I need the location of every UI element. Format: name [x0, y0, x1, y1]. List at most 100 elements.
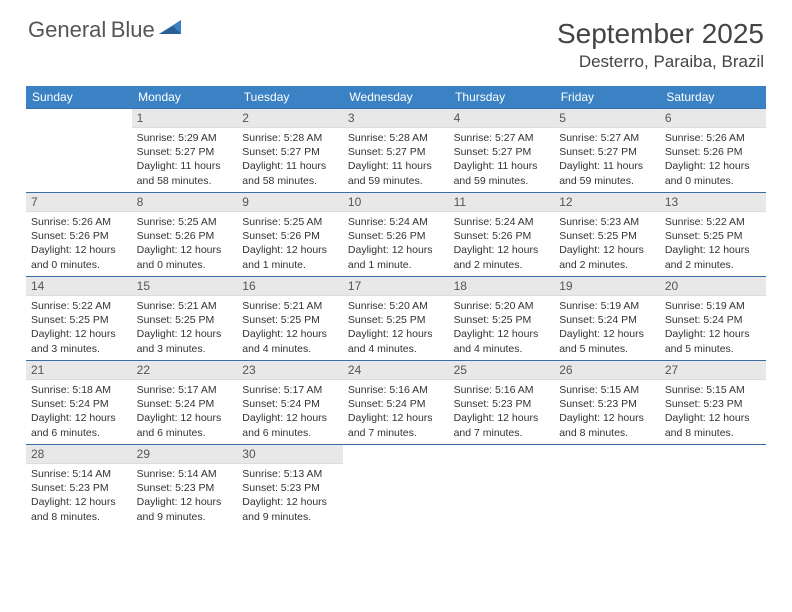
day-details: Sunrise: 5:22 AMSunset: 5:25 PMDaylight:… [26, 296, 132, 360]
day-number: 22 [132, 361, 238, 380]
day-details: Sunrise: 5:14 AMSunset: 5:23 PMDaylight:… [26, 464, 132, 528]
day-details: Sunrise: 5:25 AMSunset: 5:26 PMDaylight:… [237, 212, 343, 276]
day-number: 20 [660, 277, 766, 296]
logo-text-blue: Blue [111, 17, 155, 42]
calendar-day-cell: 4Sunrise: 5:27 AMSunset: 5:27 PMDaylight… [449, 109, 555, 193]
day-number: 9 [237, 193, 343, 212]
calendar-day-cell: 27Sunrise: 5:15 AMSunset: 5:23 PMDayligh… [660, 361, 766, 445]
calendar-day-cell: 22Sunrise: 5:17 AMSunset: 5:24 PMDayligh… [132, 361, 238, 445]
title-block: September 2025 Desterro, Paraiba, Brazil [557, 18, 764, 72]
day-details: Sunrise: 5:15 AMSunset: 5:23 PMDaylight:… [554, 380, 660, 444]
day-details: Sunrise: 5:24 AMSunset: 5:26 PMDaylight:… [449, 212, 555, 276]
calendar-day-cell: 13Sunrise: 5:22 AMSunset: 5:25 PMDayligh… [660, 193, 766, 277]
day-header: Tuesday [237, 86, 343, 109]
day-number: 5 [554, 109, 660, 128]
calendar-day-cell: 12Sunrise: 5:23 AMSunset: 5:25 PMDayligh… [554, 193, 660, 277]
day-number: 17 [343, 277, 449, 296]
page-header: General Blue September 2025 Desterro, Pa… [0, 0, 792, 80]
calendar-day-cell: 19Sunrise: 5:19 AMSunset: 5:24 PMDayligh… [554, 277, 660, 361]
day-number: 7 [26, 193, 132, 212]
calendar-day-cell: 23Sunrise: 5:17 AMSunset: 5:24 PMDayligh… [237, 361, 343, 445]
calendar-day-cell: 17Sunrise: 5:20 AMSunset: 5:25 PMDayligh… [343, 277, 449, 361]
day-number: 12 [554, 193, 660, 212]
day-details: Sunrise: 5:19 AMSunset: 5:24 PMDaylight:… [660, 296, 766, 360]
day-details: Sunrise: 5:27 AMSunset: 5:27 PMDaylight:… [449, 128, 555, 192]
day-number: 18 [449, 277, 555, 296]
logo-text-general: General [28, 17, 106, 42]
calendar-day-cell: 7Sunrise: 5:26 AMSunset: 5:26 PMDaylight… [26, 193, 132, 277]
month-title: September 2025 [557, 18, 764, 50]
calendar-day-cell: 15Sunrise: 5:21 AMSunset: 5:25 PMDayligh… [132, 277, 238, 361]
day-header: Sunday [26, 86, 132, 109]
calendar-day-cell: 26Sunrise: 5:15 AMSunset: 5:23 PMDayligh… [554, 361, 660, 445]
day-number: 27 [660, 361, 766, 380]
day-details: Sunrise: 5:29 AMSunset: 5:27 PMDaylight:… [132, 128, 238, 192]
day-number: 1 [132, 109, 238, 128]
calendar-day-cell: 29Sunrise: 5:14 AMSunset: 5:23 PMDayligh… [132, 445, 238, 529]
calendar-day-cell: 9Sunrise: 5:25 AMSunset: 5:26 PMDaylight… [237, 193, 343, 277]
day-number: 3 [343, 109, 449, 128]
calendar-day-cell: 16Sunrise: 5:21 AMSunset: 5:25 PMDayligh… [237, 277, 343, 361]
calendar-day-cell [449, 445, 555, 529]
calendar-week-row: 1Sunrise: 5:29 AMSunset: 5:27 PMDaylight… [26, 109, 766, 193]
day-number: 8 [132, 193, 238, 212]
calendar-day-cell: 28Sunrise: 5:14 AMSunset: 5:23 PMDayligh… [26, 445, 132, 529]
day-number: 6 [660, 109, 766, 128]
day-number: 13 [660, 193, 766, 212]
calendar-day-cell: 10Sunrise: 5:24 AMSunset: 5:26 PMDayligh… [343, 193, 449, 277]
calendar-day-cell: 5Sunrise: 5:27 AMSunset: 5:27 PMDaylight… [554, 109, 660, 193]
calendar-day-cell: 6Sunrise: 5:26 AMSunset: 5:26 PMDaylight… [660, 109, 766, 193]
day-details: Sunrise: 5:24 AMSunset: 5:26 PMDaylight:… [343, 212, 449, 276]
day-details: Sunrise: 5:26 AMSunset: 5:26 PMDaylight:… [660, 128, 766, 192]
day-details: Sunrise: 5:28 AMSunset: 5:27 PMDaylight:… [343, 128, 449, 192]
day-header-row: SundayMondayTuesdayWednesdayThursdayFrid… [26, 86, 766, 109]
calendar-day-cell: 25Sunrise: 5:16 AMSunset: 5:23 PMDayligh… [449, 361, 555, 445]
day-details: Sunrise: 5:19 AMSunset: 5:24 PMDaylight:… [554, 296, 660, 360]
day-details: Sunrise: 5:22 AMSunset: 5:25 PMDaylight:… [660, 212, 766, 276]
day-details: Sunrise: 5:14 AMSunset: 5:23 PMDaylight:… [132, 464, 238, 528]
day-header: Saturday [660, 86, 766, 109]
logo-triangle-icon [159, 18, 185, 43]
day-number: 21 [26, 361, 132, 380]
day-details: Sunrise: 5:28 AMSunset: 5:27 PMDaylight:… [237, 128, 343, 192]
logo: General Blue [28, 18, 185, 43]
day-details: Sunrise: 5:27 AMSunset: 5:27 PMDaylight:… [554, 128, 660, 192]
calendar-week-row: 21Sunrise: 5:18 AMSunset: 5:24 PMDayligh… [26, 361, 766, 445]
day-number: 10 [343, 193, 449, 212]
calendar-table: SundayMondayTuesdayWednesdayThursdayFrid… [26, 86, 766, 529]
calendar-week-row: 28Sunrise: 5:14 AMSunset: 5:23 PMDayligh… [26, 445, 766, 529]
day-number: 4 [449, 109, 555, 128]
calendar-week-row: 7Sunrise: 5:26 AMSunset: 5:26 PMDaylight… [26, 193, 766, 277]
calendar-week-row: 14Sunrise: 5:22 AMSunset: 5:25 PMDayligh… [26, 277, 766, 361]
day-details: Sunrise: 5:21 AMSunset: 5:25 PMDaylight:… [132, 296, 238, 360]
calendar-day-cell [554, 445, 660, 529]
calendar-day-cell [660, 445, 766, 529]
day-number: 30 [237, 445, 343, 464]
day-header: Thursday [449, 86, 555, 109]
day-details: Sunrise: 5:15 AMSunset: 5:23 PMDaylight:… [660, 380, 766, 444]
day-header: Monday [132, 86, 238, 109]
calendar-day-cell: 30Sunrise: 5:13 AMSunset: 5:23 PMDayligh… [237, 445, 343, 529]
day-details: Sunrise: 5:13 AMSunset: 5:23 PMDaylight:… [237, 464, 343, 528]
calendar-day-cell: 1Sunrise: 5:29 AMSunset: 5:27 PMDaylight… [132, 109, 238, 193]
day-number: 19 [554, 277, 660, 296]
calendar-day-cell: 24Sunrise: 5:16 AMSunset: 5:24 PMDayligh… [343, 361, 449, 445]
calendar-day-cell: 8Sunrise: 5:25 AMSunset: 5:26 PMDaylight… [132, 193, 238, 277]
day-details: Sunrise: 5:17 AMSunset: 5:24 PMDaylight:… [132, 380, 238, 444]
calendar-day-cell: 2Sunrise: 5:28 AMSunset: 5:27 PMDaylight… [237, 109, 343, 193]
day-number: 26 [554, 361, 660, 380]
calendar-day-cell: 18Sunrise: 5:20 AMSunset: 5:25 PMDayligh… [449, 277, 555, 361]
day-details: Sunrise: 5:21 AMSunset: 5:25 PMDaylight:… [237, 296, 343, 360]
day-number: 2 [237, 109, 343, 128]
day-number: 24 [343, 361, 449, 380]
calendar-day-cell: 20Sunrise: 5:19 AMSunset: 5:24 PMDayligh… [660, 277, 766, 361]
calendar-day-cell [26, 109, 132, 193]
day-details: Sunrise: 5:25 AMSunset: 5:26 PMDaylight:… [132, 212, 238, 276]
day-number: 11 [449, 193, 555, 212]
day-details: Sunrise: 5:20 AMSunset: 5:25 PMDaylight:… [343, 296, 449, 360]
day-number: 23 [237, 361, 343, 380]
day-details: Sunrise: 5:23 AMSunset: 5:25 PMDaylight:… [554, 212, 660, 276]
day-details: Sunrise: 5:16 AMSunset: 5:24 PMDaylight:… [343, 380, 449, 444]
day-details: Sunrise: 5:20 AMSunset: 5:25 PMDaylight:… [449, 296, 555, 360]
day-number: 29 [132, 445, 238, 464]
